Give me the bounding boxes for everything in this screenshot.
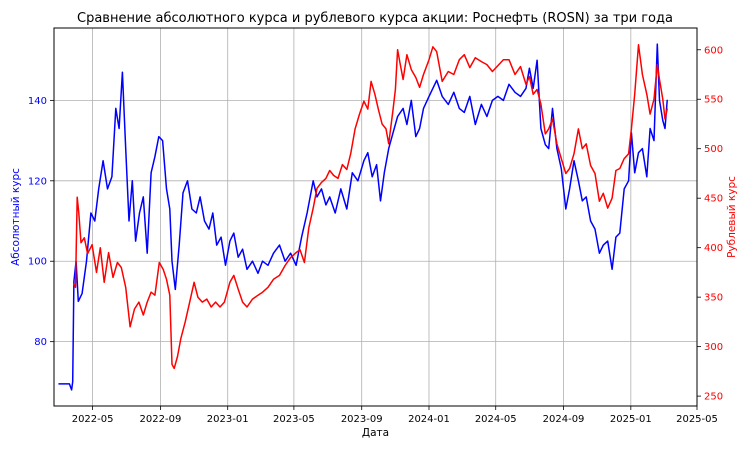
series-line-absolute (58, 43, 668, 391)
x-tick-label: 2022-09 (140, 414, 182, 425)
x-tick-label: 2023-09 (341, 414, 383, 425)
x-tick-label: 2025-05 (676, 414, 718, 425)
y-left-tick-label: 100 (28, 257, 47, 268)
y-right-tick-label: 250 (704, 392, 723, 403)
y-right-tick-label: 400 (704, 243, 723, 254)
y-left-tick-label: 140 (28, 96, 47, 107)
y-right-tick-label: 600 (704, 45, 723, 56)
y-axis-left-label: Абсолютный курс (10, 168, 22, 266)
x-tick-label: 2025-01 (610, 414, 652, 425)
y-right-tick-label: 350 (704, 293, 723, 304)
y-right-tick-label: 550 (704, 95, 723, 106)
x-axis: 2022-05 2022-09 2023-01 2023-05 2023-09 2024-… (72, 406, 718, 425)
x-tick-label: 2024-01 (408, 414, 450, 425)
y-axis-right: 250 300 350 400 450 500 550 600 (697, 45, 723, 403)
series-line-ruble (73, 44, 668, 370)
y-right-tick-label: 500 (704, 144, 723, 155)
y-right-tick-label: 300 (704, 342, 723, 353)
grid (54, 28, 698, 406)
x-tick-label: 2024-09 (543, 414, 585, 425)
chart-title: Сравнение абсолютного курса и рублевого … (77, 11, 673, 26)
x-tick-label: 2023-05 (273, 414, 315, 425)
plot-frame (53, 27, 698, 407)
x-tick-label: 2022-05 (72, 414, 114, 425)
y-axis-right-label: Рублевый курс (726, 176, 738, 258)
y-left-tick-label: 120 (28, 176, 47, 187)
y-axis-left: 80 100 120 140 (28, 96, 54, 348)
y-right-tick-label: 450 (704, 194, 723, 205)
x-axis-label: Дата (362, 427, 389, 439)
x-tick-label: 2024-05 (475, 414, 517, 425)
x-tick-label: 2023-01 (207, 414, 249, 425)
y-left-tick-label: 80 (34, 337, 47, 348)
series-layer (58, 43, 668, 391)
